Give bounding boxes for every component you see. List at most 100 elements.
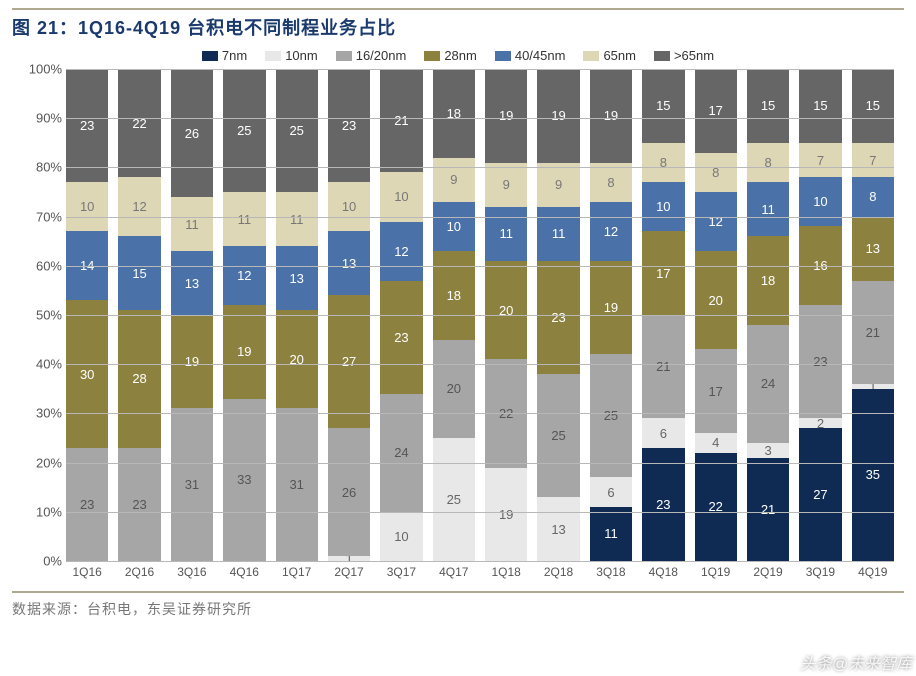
bar-segment: 23 [642,448,684,561]
bar-segment: 17 [695,349,737,433]
y-tick-label: 100% [18,62,62,77]
bar-segment: 11 [171,197,213,251]
bar-segment: 6 [642,418,684,448]
bar-segment: 9 [485,163,527,207]
x-tick-label: 4Q16 [223,565,265,589]
bar-segment: 10 [328,182,370,231]
bar-segment: 23 [118,448,160,561]
gridline [66,364,894,365]
bar-segment: 27 [799,428,841,561]
bar-segment: 11 [747,182,789,236]
bar-segment: 15 [747,69,789,143]
gridline [66,118,894,119]
bar-segment: 23 [799,305,841,418]
gridline [66,315,894,316]
gridline [66,69,894,70]
bar-segment: 23 [380,281,422,394]
bar-segment: 10 [380,512,422,561]
title-bar: 图 21：1Q16-4Q19 台积电不同制程业务占比 [12,8,904,40]
bar-segment: 11 [485,207,527,261]
bar-segment: 21 [747,458,789,561]
bar-segment: 12 [380,222,422,281]
bar-segment: 23 [328,69,370,182]
legend-item: 28nm [424,48,477,63]
legend-item: 40/45nm [495,48,566,63]
gridline [66,463,894,464]
bar-segment: 19 [590,69,632,162]
legend-item: >65nm [654,48,714,63]
y-tick-label: 40% [18,357,62,372]
bar-segment: 35 [852,389,894,561]
gridline [66,266,894,267]
x-tick-label: 1Q17 [276,565,318,589]
bar-segment: 11 [223,192,265,246]
bar-segment: 19 [485,69,527,162]
gridline [66,413,894,414]
y-tick-label: 80% [18,160,62,175]
bar-segment: 19 [537,69,579,162]
bar-segment: 12 [118,177,160,236]
bar-segment: 19 [171,315,213,408]
legend-item: 16/20nm [336,48,407,63]
bar-segment: 23 [537,261,579,374]
legend-label: 16/20nm [356,48,407,63]
bar-segment: 12 [590,202,632,261]
legend-label: 10nm [285,48,318,63]
bar-segment: 19 [223,305,265,398]
bar-segment: 3 [747,443,789,458]
bar-segment: 15 [118,236,160,310]
bar-segment: 8 [852,177,894,216]
bar-segment: 17 [642,231,684,315]
bar-segment: 23 [66,69,108,182]
bar-segment: 19 [485,468,527,561]
bar-segment: 11 [537,207,579,261]
legend-label: 65nm [603,48,636,63]
bar-segment: 31 [276,408,318,561]
bar-segment: 25 [433,438,475,561]
bar-segment: 20 [433,340,475,438]
legend-swatch [202,51,218,61]
bar-segment: 33 [223,399,265,561]
y-tick-label: 90% [18,111,62,126]
bar-segment: 22 [695,453,737,561]
gridline [66,561,894,562]
legend-item: 10nm [265,48,318,63]
gridline [66,217,894,218]
x-tick-label: 1Q18 [485,565,527,589]
x-tick-label: 4Q19 [852,565,894,589]
bar-segment: 19 [590,261,632,354]
x-axis-labels: 1Q162Q163Q164Q161Q172Q173Q174Q171Q182Q18… [66,565,894,589]
bar-segment: 7 [799,143,841,177]
y-tick-label: 50% [18,308,62,323]
y-tick-label: 10% [18,504,62,519]
y-tick-label: 20% [18,455,62,470]
gridline [66,512,894,513]
bar-segment: 13 [852,217,894,281]
bar-segment: 13 [171,251,213,315]
bar-segment: 8 [642,143,684,182]
plot: 2330141023232815122231191311263319121125… [66,69,894,561]
bar-segment: 21 [642,315,684,418]
bar-segment: 25 [223,69,265,192]
bar-segment: 25 [537,374,579,497]
bar-segment: 10 [799,177,841,226]
bar-segment: 8 [747,143,789,182]
bar-segment: 25 [590,354,632,477]
bar-segment: 30 [66,300,108,448]
legend-label: 40/45nm [515,48,566,63]
chart-area: 2330141023232815122231191311263319121125… [12,69,904,589]
bar-segment: 24 [380,394,422,512]
watermark: 头条@未来智库 [800,650,912,674]
bar-segment: 22 [118,69,160,177]
bar-segment: 17 [695,69,737,153]
bar-segment: 4 [695,433,737,453]
bar-segment: 12 [223,246,265,305]
bar-segment: 18 [433,69,475,158]
x-tick-label: 3Q19 [799,565,841,589]
bar-segment: 26 [171,69,213,197]
bar-segment: 20 [276,310,318,408]
bar-segment: 13 [276,246,318,310]
bar-segment: 12 [695,192,737,251]
bar-segment: 15 [799,69,841,143]
bar-segment: 20 [485,261,527,359]
